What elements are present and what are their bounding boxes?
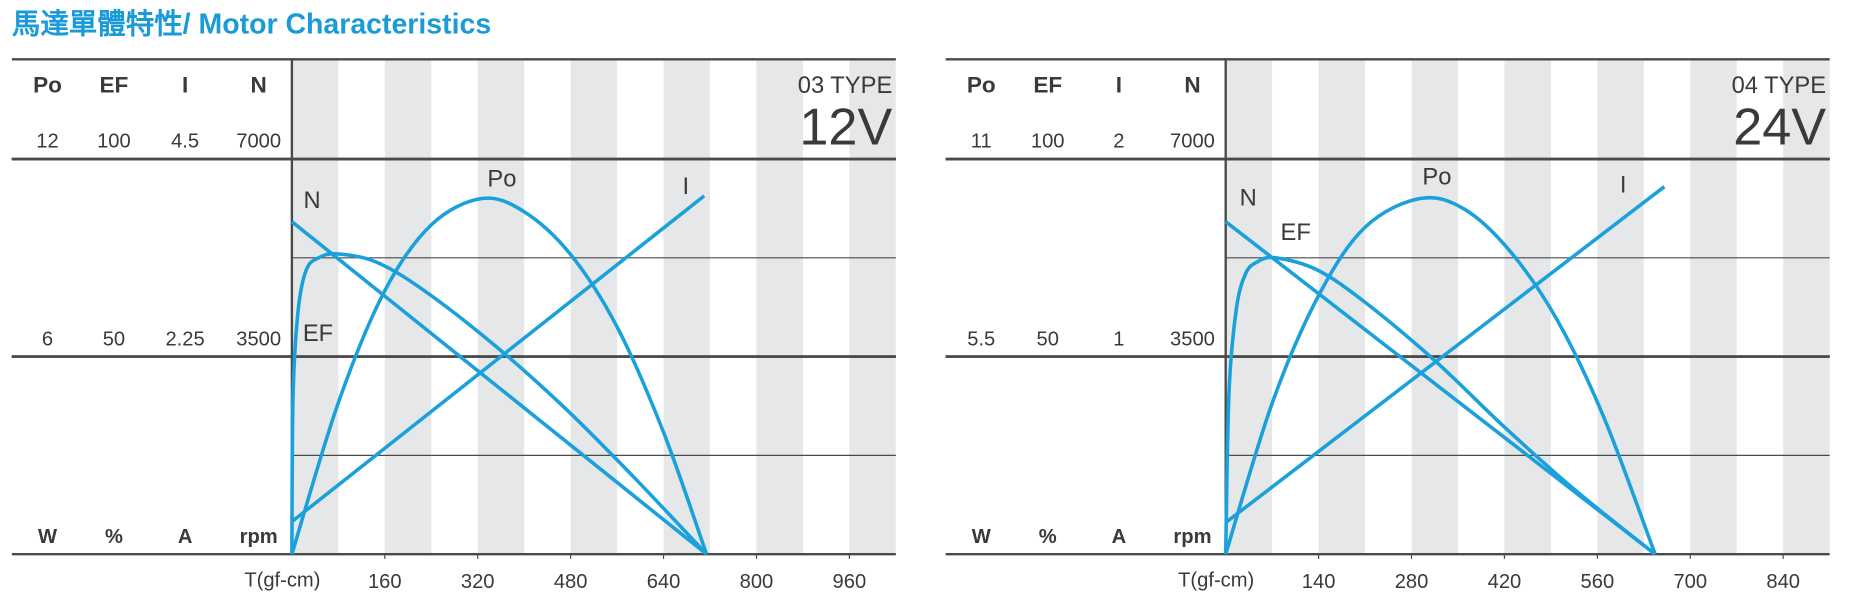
curve xyxy=(290,251,708,556)
axis-unit: A xyxy=(1112,526,1127,548)
curve xyxy=(1223,255,1657,556)
x-tick-label: 140 xyxy=(1302,571,1336,593)
axis-label: N xyxy=(1184,73,1200,98)
axis-label: Po xyxy=(33,73,62,98)
axis-label: I xyxy=(182,73,188,98)
voltage-label: 12V xyxy=(799,98,892,156)
stripe xyxy=(384,59,432,555)
x-tick-label: 800 xyxy=(740,571,774,593)
stripe xyxy=(756,59,803,555)
axis-unit: W xyxy=(38,526,57,548)
y-tick-label: 12 xyxy=(36,131,58,153)
curve-label: I xyxy=(1620,173,1627,199)
curve-label: EF xyxy=(303,321,333,347)
y-tick-label: 11 xyxy=(971,131,992,153)
x-tick-label: 960 xyxy=(833,571,867,593)
stripe xyxy=(1597,59,1644,555)
curve xyxy=(1224,220,1657,556)
y-tick-label: 100 xyxy=(1031,131,1065,153)
y-tick-label: 100 xyxy=(97,131,131,153)
curve xyxy=(290,220,708,556)
curve-label: Po xyxy=(487,167,516,193)
y-tick-label: 3500 xyxy=(236,328,281,350)
y-tick-label: 6 xyxy=(42,328,53,350)
curve-label: N xyxy=(303,188,320,214)
x-tick-label: 480 xyxy=(554,571,588,593)
axis-label: I xyxy=(1116,73,1122,98)
x-tick-label: 700 xyxy=(1673,571,1707,593)
axis-unit: rpm xyxy=(240,526,278,548)
x-tick-label: 640 xyxy=(647,571,681,593)
y-tick-label: 1 xyxy=(1113,328,1124,350)
curve xyxy=(1223,195,1657,555)
y-tick-label: 4.5 xyxy=(171,131,199,153)
x-tick-label: 840 xyxy=(1766,571,1800,593)
y-tick-label: 50 xyxy=(103,328,125,350)
y-tick-label: 5.5 xyxy=(967,328,995,350)
stripe xyxy=(1690,59,1737,555)
y-tick-label: 2.25 xyxy=(165,328,204,350)
x-tick-label: 560 xyxy=(1581,571,1615,593)
stripe xyxy=(1504,59,1551,555)
y-tick-label: 50 xyxy=(1037,328,1059,350)
model-label: 04 TYPE xyxy=(1732,73,1827,99)
x-tick-label: 160 xyxy=(368,571,402,593)
y-tick-label: 7000 xyxy=(1170,131,1215,153)
y-tick-label: 3500 xyxy=(1170,328,1215,350)
model-label: 03 TYPE xyxy=(798,73,893,99)
curve-label: EF xyxy=(1281,220,1311,246)
y-tick-label: 2 xyxy=(1113,131,1124,153)
stripe xyxy=(1318,59,1366,555)
stripe xyxy=(849,59,896,555)
x-tick-label: 280 xyxy=(1395,571,1429,593)
curve xyxy=(290,196,709,555)
x-tick-label: 420 xyxy=(1488,571,1522,593)
x-axis-label: T(gf-cm) xyxy=(244,570,320,592)
curve-label: N xyxy=(1240,186,1257,212)
stripe xyxy=(663,59,711,555)
x-tick-label: 320 xyxy=(461,571,495,593)
axis-unit: % xyxy=(105,526,123,548)
axis-unit: rpm xyxy=(1173,526,1211,548)
stripe xyxy=(477,59,525,555)
axis-unit: W xyxy=(972,526,991,548)
axis-unit: % xyxy=(1039,526,1057,548)
page-title: 馬達單體特性/ Motor Characteristics xyxy=(12,9,491,41)
axis-label: EF xyxy=(100,73,129,98)
voltage-label: 24V xyxy=(1733,98,1826,156)
stripe xyxy=(570,59,618,555)
y-tick-label: 7000 xyxy=(236,131,281,153)
axis-label: Po xyxy=(967,73,996,98)
axis-unit: A xyxy=(178,526,193,548)
curve-label: Po xyxy=(1422,164,1451,190)
curve xyxy=(290,194,706,524)
x-axis-label: T(gf-cm) xyxy=(1178,570,1254,592)
curve xyxy=(1224,185,1666,524)
stripe xyxy=(1783,59,1830,555)
stripe xyxy=(1411,59,1458,555)
curve-label: I xyxy=(683,174,690,200)
axis-label: EF xyxy=(1033,73,1062,98)
axis-label: N xyxy=(251,73,267,98)
